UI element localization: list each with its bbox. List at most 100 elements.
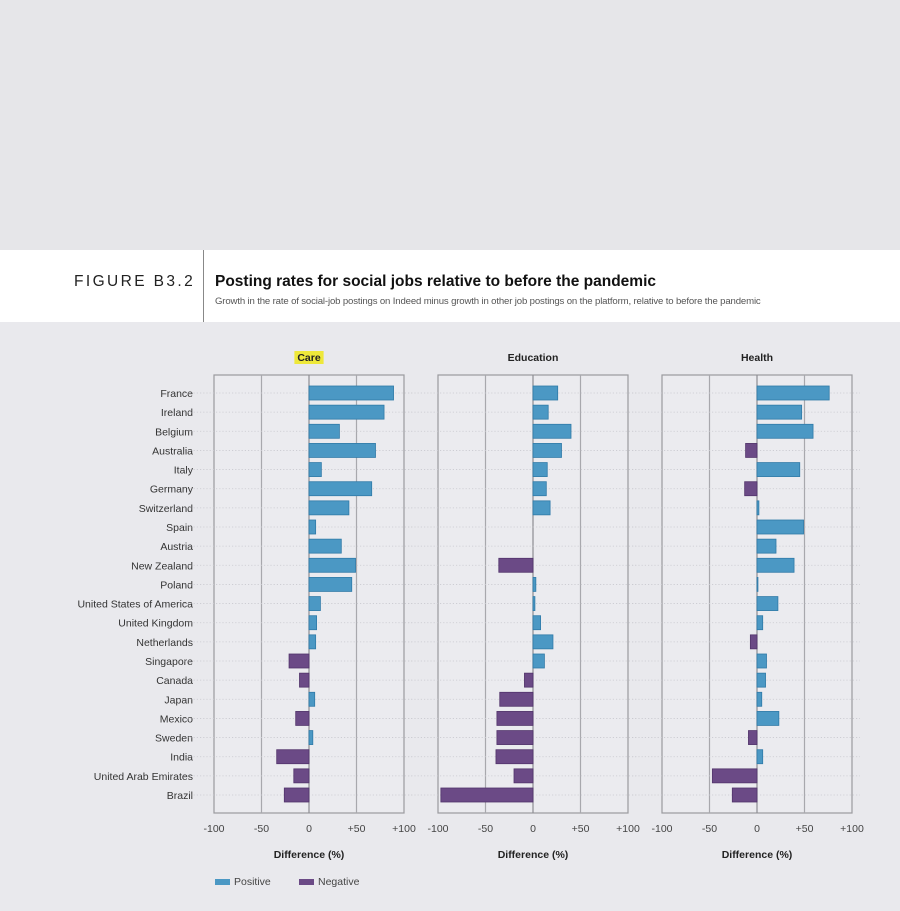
- header-divider: [203, 250, 204, 322]
- country-label: Austria: [160, 541, 193, 553]
- x-tick-label: -50: [254, 823, 269, 835]
- country-label: Japan: [164, 694, 193, 706]
- x-tick-label: -50: [478, 823, 493, 835]
- country-label: United States of America: [77, 599, 193, 611]
- country-label: India: [170, 752, 193, 764]
- country-label: United Arab Emirates: [94, 771, 193, 783]
- bar-positive: [756, 385, 830, 401]
- bar-positive: [532, 500, 551, 516]
- bar-negative: [495, 749, 534, 765]
- bar-negative: [440, 787, 534, 803]
- blank-top-area: [0, 0, 900, 250]
- bar-positive: [532, 385, 559, 401]
- country-label: Switzerland: [139, 503, 193, 515]
- figure-header: [0, 250, 900, 322]
- bar-positive: [308, 634, 317, 650]
- bar-positive: [308, 500, 350, 516]
- country-label: Poland: [160, 579, 193, 591]
- x-tick-label: +100: [616, 823, 640, 835]
- legend-swatch-negative: [299, 879, 314, 885]
- legend-swatch-positive: [215, 879, 230, 885]
- x-axis-label: Difference (%): [722, 849, 793, 861]
- bar-positive: [756, 462, 801, 477]
- country-label: France: [160, 388, 193, 400]
- bar-positive: [308, 730, 314, 745]
- bar-negative: [744, 481, 758, 497]
- bar-positive: [532, 462, 548, 477]
- bar-positive: [308, 615, 317, 631]
- bar-positive: [532, 653, 545, 669]
- bar-positive: [308, 462, 322, 477]
- x-tick-label: -100: [651, 823, 672, 835]
- x-tick-label: +50: [572, 823, 590, 835]
- panel-title: Care: [297, 352, 321, 364]
- bar-positive: [308, 577, 353, 592]
- bar-positive: [308, 404, 385, 420]
- bar-negative: [711, 768, 758, 784]
- country-label: Italy: [174, 465, 194, 477]
- bar-positive: [308, 481, 373, 497]
- legend-label-positive: Positive: [234, 876, 271, 888]
- country-label: Singapore: [145, 656, 193, 668]
- bar-negative: [524, 672, 534, 688]
- country-label: Sweden: [155, 733, 193, 745]
- bar-positive: [308, 691, 316, 707]
- bar-positive: [532, 481, 547, 497]
- bar-positive: [308, 385, 394, 401]
- x-tick-label: 0: [306, 823, 312, 835]
- panel-title: Health: [741, 352, 773, 364]
- country-label: Netherlands: [136, 637, 193, 649]
- bar-negative: [299, 672, 310, 688]
- x-tick-label: -100: [203, 823, 224, 835]
- x-tick-label: -50: [702, 823, 717, 835]
- bar-chart: France Ireland Belgium Australia Italy German…: [77, 351, 864, 861]
- bar-positive: [756, 500, 760, 516]
- x-axis-label: Difference (%): [498, 849, 569, 861]
- country-label: New Zealand: [131, 560, 193, 572]
- bar-negative: [745, 443, 758, 458]
- bar-positive: [532, 634, 554, 650]
- panel-title: Education: [508, 352, 559, 364]
- bar-positive: [756, 577, 759, 592]
- bar-positive: [756, 691, 763, 707]
- country-label: Spain: [166, 522, 193, 534]
- bar-positive: [308, 423, 340, 439]
- figure-label: FIGURE B3.2: [74, 273, 196, 290]
- bar-positive: [756, 749, 764, 765]
- bar-positive: [756, 596, 779, 611]
- bar-positive: [308, 519, 317, 535]
- bar-positive: [756, 672, 766, 688]
- bar-positive: [532, 577, 537, 592]
- bar-negative: [283, 787, 310, 803]
- x-tick-label: +100: [392, 823, 416, 835]
- x-tick-label: 0: [530, 823, 536, 835]
- country-label: Belgium: [155, 426, 193, 438]
- x-tick-label: +50: [796, 823, 814, 835]
- legend-item-negative: Negative: [299, 876, 359, 888]
- x-tick-label: 0: [754, 823, 760, 835]
- bar-positive: [308, 538, 342, 554]
- bar-positive: [532, 404, 549, 420]
- bar-negative: [749, 634, 758, 650]
- bar-positive: [756, 615, 764, 631]
- country-label: Canada: [156, 675, 193, 687]
- bar-positive: [532, 596, 536, 611]
- panel-title-highlight: [294, 351, 324, 364]
- x-tick-label: +50: [348, 823, 366, 835]
- country-label: Australia: [152, 445, 193, 457]
- bar-positive: [756, 538, 777, 554]
- x-tick-label: +100: [840, 823, 864, 835]
- bar-positive: [308, 596, 321, 611]
- bar-negative: [498, 557, 534, 573]
- bar-positive: [532, 423, 572, 439]
- country-label: Ireland: [161, 407, 193, 419]
- bar-positive: [308, 557, 356, 573]
- country-label: Mexico: [160, 713, 193, 725]
- bar-negative: [499, 691, 534, 707]
- bar-positive: [756, 653, 767, 669]
- bar-positive: [532, 443, 562, 458]
- x-axis-label: Difference (%): [274, 849, 345, 861]
- bar-negative: [496, 711, 534, 726]
- bar-positive: [756, 711, 780, 726]
- bar-positive: [308, 443, 376, 458]
